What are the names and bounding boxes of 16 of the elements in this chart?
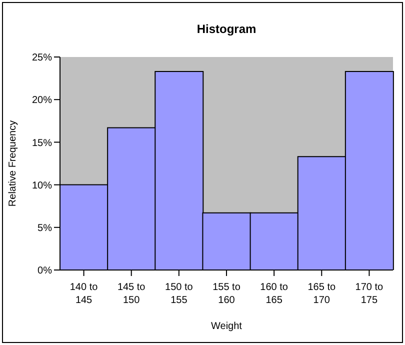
- y-tick-label: 25%: [32, 52, 52, 64]
- y-tick-label: 15%: [32, 138, 52, 149]
- x-tick-label: 145 to 150: [117, 282, 146, 306]
- chart-title: Histogram: [196, 22, 258, 36]
- x-tick-label: 140 to 145: [70, 282, 98, 306]
- x-tick-label: 165 to 170: [308, 282, 336, 306]
- x-tick-label: 170 to 175: [355, 282, 384, 306]
- y-tick-label: 0%: [38, 266, 52, 277]
- x-tick-label: 150 to 155: [165, 282, 194, 306]
- y-tick-label: 5%: [38, 222, 52, 234]
- y-tick-label: 10%: [32, 180, 52, 192]
- x-tick-label: 155 to 160: [212, 282, 241, 306]
- y-axis-title: Relative Frequency: [8, 120, 19, 207]
- x-axis-title: Weight: [211, 321, 242, 332]
- y-tick-label: 20%: [32, 95, 52, 106]
- x-tick-label: 160 to 165: [260, 282, 288, 306]
